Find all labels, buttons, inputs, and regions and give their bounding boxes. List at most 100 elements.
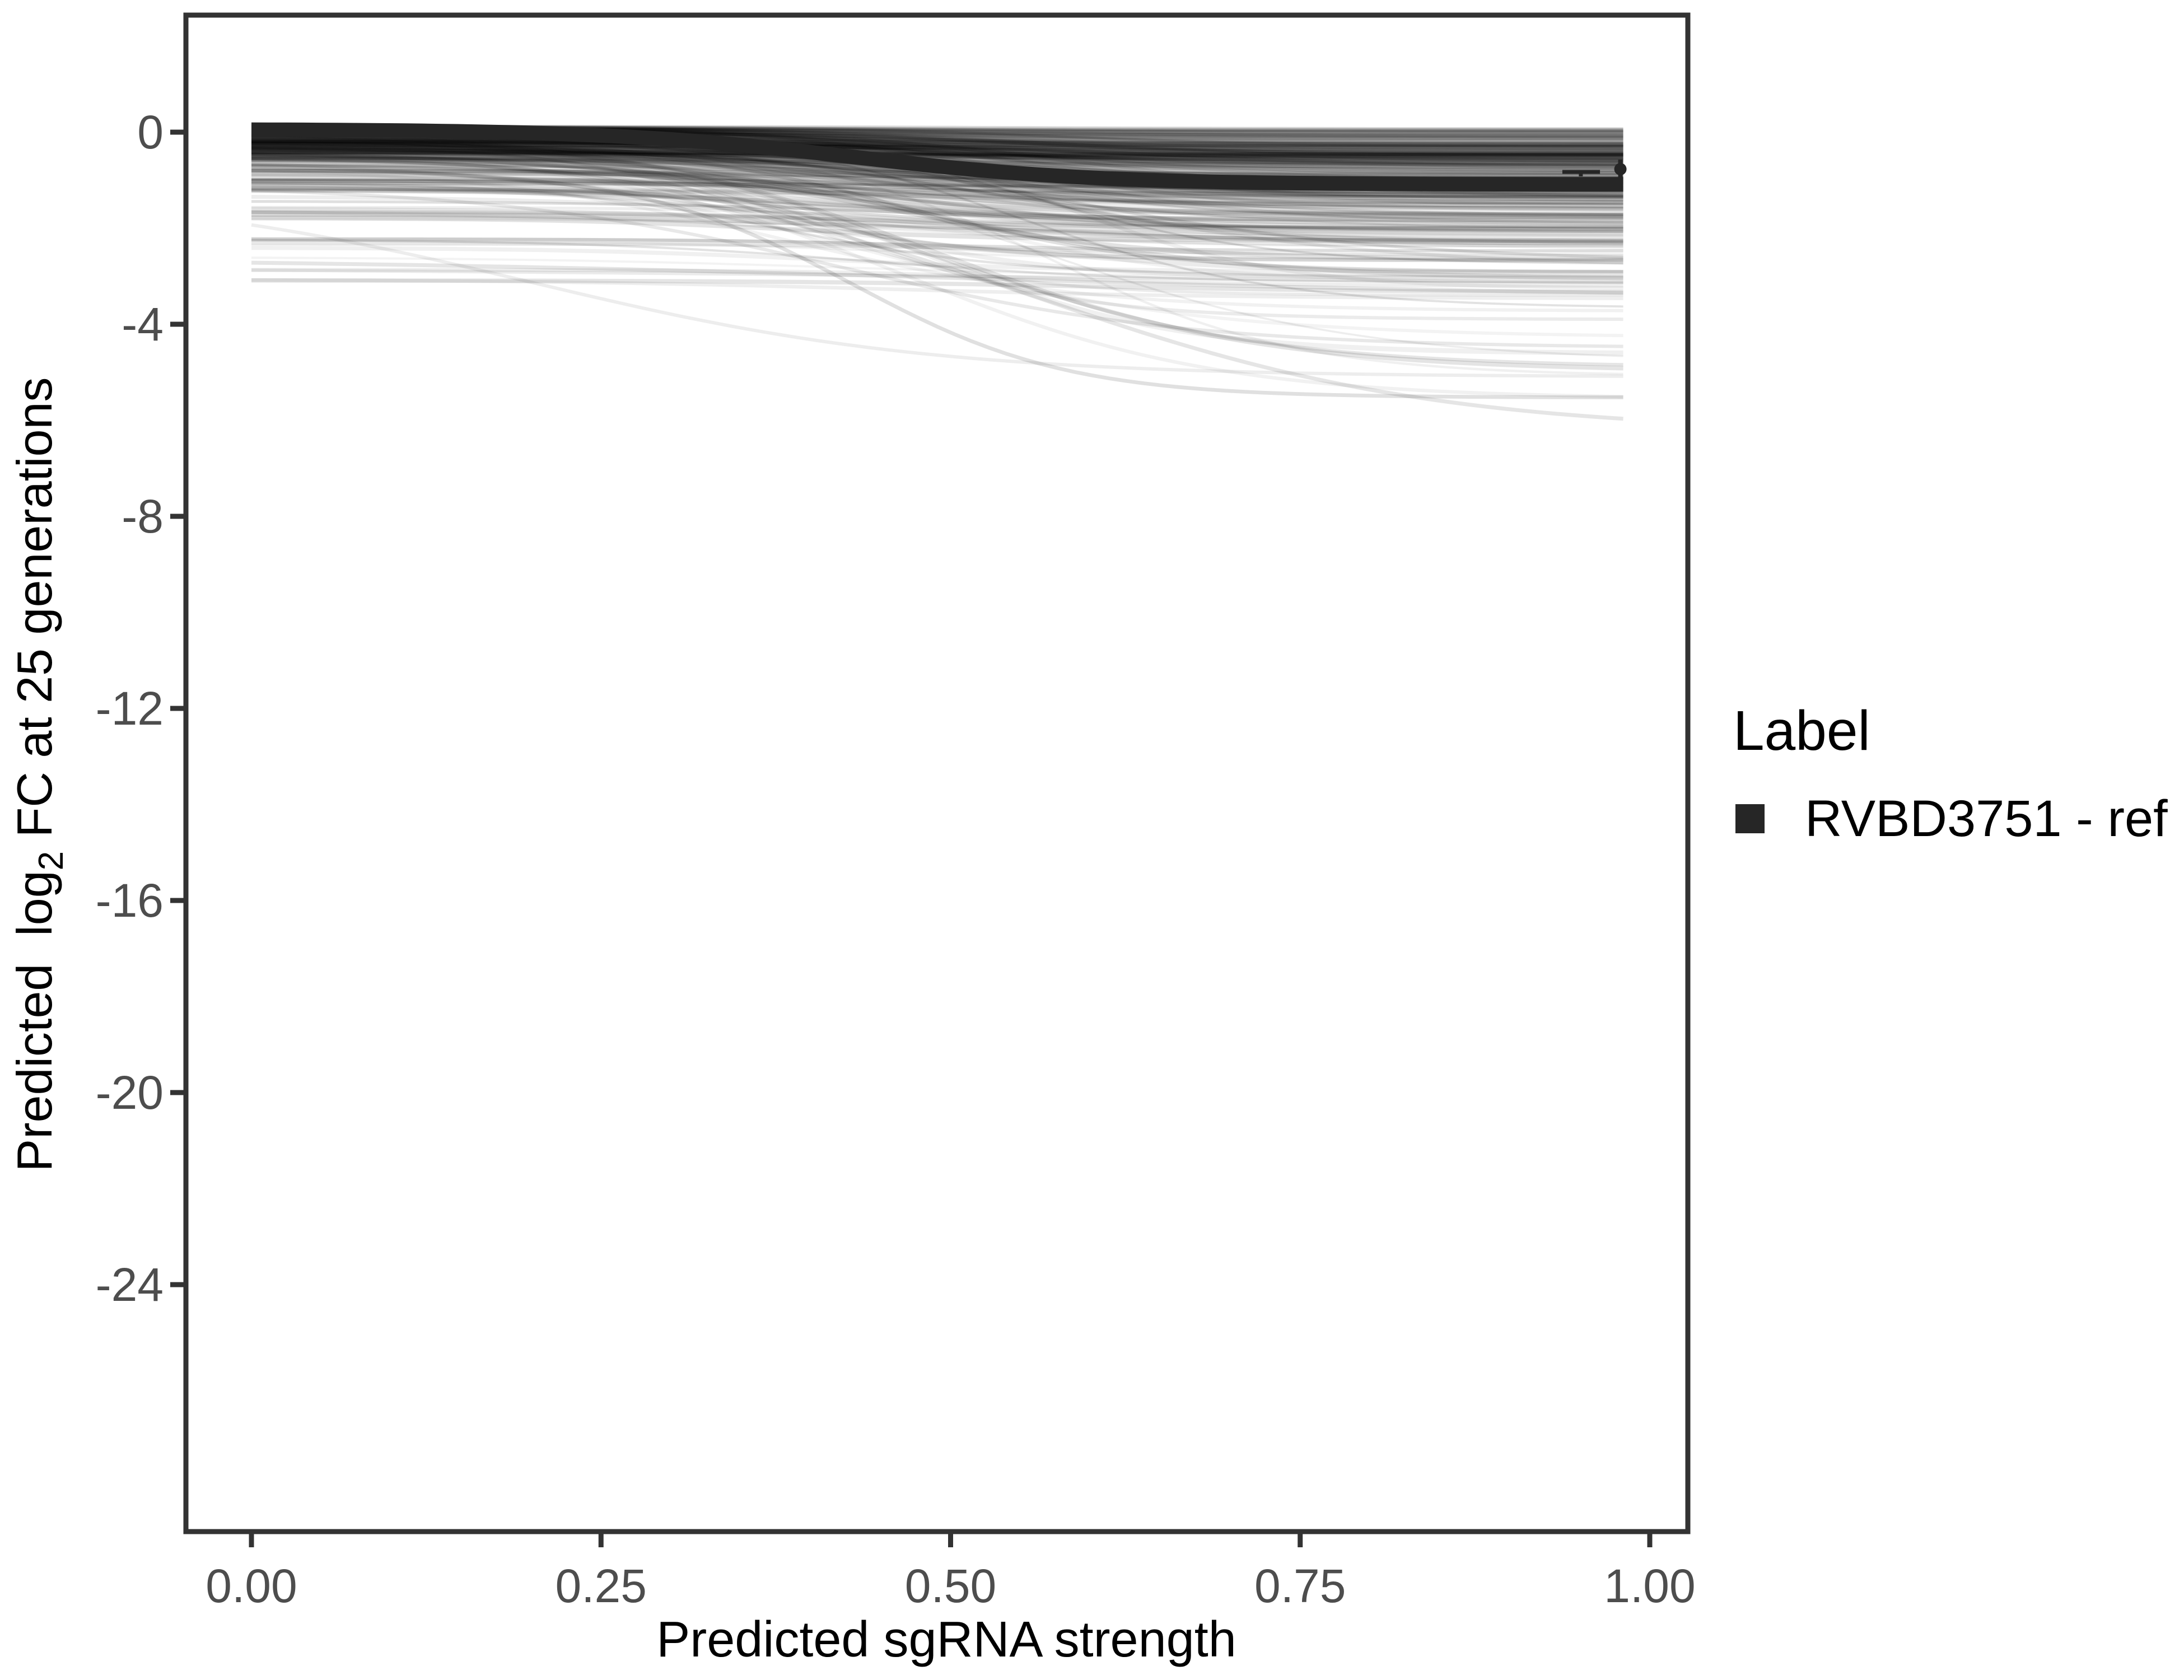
background-curve	[251, 152, 1623, 236]
background-curve	[251, 239, 1623, 284]
background-curve	[251, 148, 1623, 156]
background-curve	[251, 146, 1623, 152]
background-curve	[251, 207, 1623, 246]
background-curve	[251, 157, 1623, 263]
background-curve	[251, 147, 1623, 164]
background-curve	[251, 165, 1623, 217]
y-axis-title: Predicted log2 FC at 25 generations	[3, 377, 71, 1172]
background-curve	[251, 185, 1623, 229]
background-curve	[251, 141, 1623, 166]
background-curve	[251, 165, 1623, 262]
background-outlier-curve	[251, 223, 1623, 378]
background-curve	[251, 179, 1623, 197]
background-curve	[251, 164, 1623, 218]
background-curve	[251, 136, 1623, 157]
background-curve	[251, 188, 1623, 194]
background-curve	[251, 153, 1623, 209]
x-tick-label: 0.00	[206, 1560, 297, 1612]
background-curve	[251, 148, 1623, 201]
background-curve	[251, 158, 1623, 199]
background-curve	[251, 149, 1623, 224]
background-curve	[251, 140, 1623, 218]
background-curve	[251, 240, 1623, 262]
panel-border	[183, 12, 1691, 1534]
background-curve	[251, 155, 1623, 216]
background-curve	[251, 179, 1623, 241]
background-curve	[251, 146, 1623, 205]
background-curve	[251, 148, 1623, 162]
background-curve	[251, 139, 1623, 147]
background-curve	[251, 188, 1623, 198]
background-curve	[251, 209, 1623, 231]
background-curve	[251, 138, 1623, 376]
background-curve	[251, 138, 1623, 197]
background-curve	[251, 246, 1623, 274]
background-curve	[251, 142, 1623, 147]
background-outlier-curve	[251, 143, 1623, 297]
background-curve	[251, 190, 1623, 204]
background-curve	[251, 140, 1623, 161]
legend: Label RVBD3751 - ref	[1733, 696, 2168, 850]
background-curve	[251, 146, 1623, 220]
background-curve	[251, 237, 1623, 253]
background-curve	[251, 144, 1623, 152]
background-curve	[251, 216, 1623, 233]
background-curve	[251, 145, 1623, 160]
background-curve	[251, 156, 1623, 197]
background-curve	[251, 141, 1623, 273]
background-curve	[251, 143, 1623, 152]
background-curve	[251, 142, 1623, 164]
x-tick-label: 1.00	[1604, 1560, 1696, 1612]
background-curve	[251, 139, 1623, 166]
background-curve	[251, 148, 1623, 162]
background-curve	[251, 178, 1623, 250]
background-curve	[251, 162, 1623, 338]
background-curve	[251, 139, 1623, 160]
background-curve	[251, 211, 1623, 246]
background-curve	[251, 143, 1623, 150]
background-curve	[251, 139, 1623, 158]
background-outlier-curve	[251, 210, 1623, 242]
x-tick-label: 0.75	[1254, 1560, 1346, 1612]
background-curve	[251, 184, 1623, 194]
background-curve	[251, 189, 1623, 229]
background-curve	[251, 144, 1623, 220]
background-curve	[251, 185, 1623, 223]
background-curve	[251, 152, 1623, 208]
background-curve	[251, 143, 1623, 155]
background-curve	[251, 147, 1623, 265]
background-curve	[251, 143, 1623, 154]
background-curve	[251, 138, 1623, 156]
background-curve	[251, 157, 1623, 209]
background-curve	[251, 139, 1623, 169]
background-curve	[251, 146, 1623, 152]
background-curve	[251, 159, 1623, 234]
background-curve	[251, 154, 1623, 357]
background-curve	[251, 256, 1623, 279]
background-curve	[251, 141, 1623, 153]
background-curve	[251, 138, 1623, 165]
background-curve	[251, 146, 1623, 238]
y-axis-title-prefix: Predicted log	[7, 870, 62, 1172]
y-axis-title-suffix: FC at 25 generations	[7, 377, 62, 851]
background-curve	[251, 156, 1623, 198]
background-curve	[251, 150, 1623, 160]
y-tick-label: -24	[95, 1258, 164, 1311]
background-curve	[251, 242, 1623, 256]
background-curve	[251, 134, 1623, 166]
background-curve	[251, 152, 1623, 160]
background-curve	[251, 147, 1623, 356]
y-tick-label: -8	[122, 490, 164, 543]
x-tick-label: 0.25	[555, 1560, 647, 1612]
y-axis-ticks	[170, 129, 186, 1287]
background-curve	[251, 210, 1623, 246]
background-curve	[251, 141, 1623, 152]
background-curves	[251, 124, 1623, 421]
legend-key-square-icon	[1735, 804, 1765, 833]
background-curve	[251, 132, 1623, 371]
background-curve	[251, 237, 1623, 276]
background-outlier-curve	[251, 146, 1623, 321]
background-curve	[251, 134, 1623, 204]
background-curve	[251, 214, 1623, 260]
